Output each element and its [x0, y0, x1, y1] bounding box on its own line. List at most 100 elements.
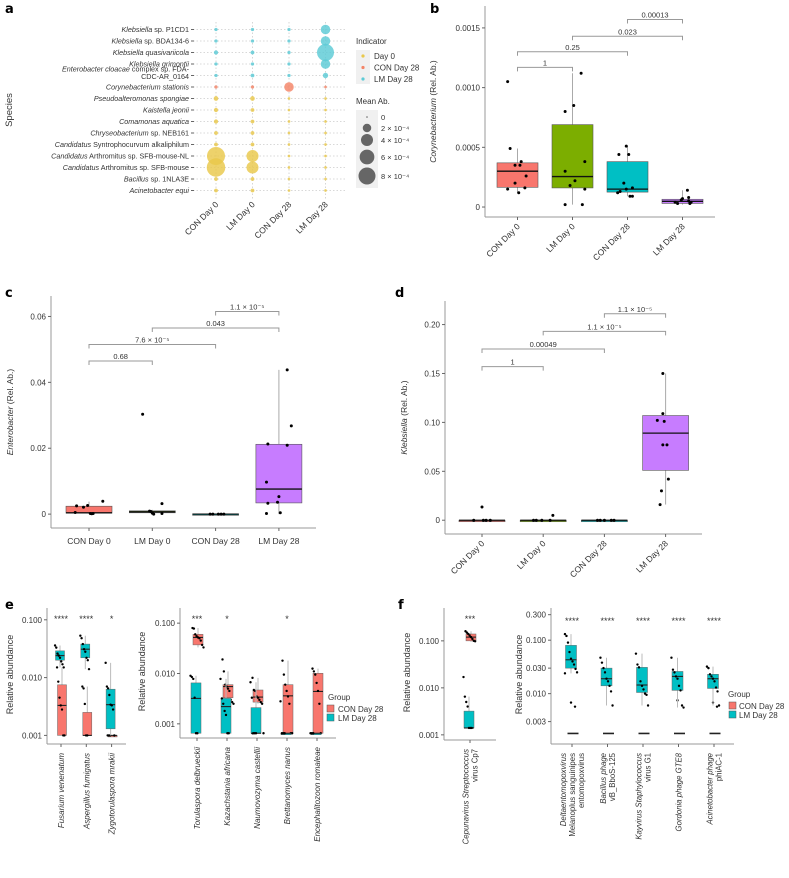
data-point [602, 666, 605, 670]
p-value-label: 7.6 × 10⁻⁵ [135, 335, 169, 344]
data-point [627, 152, 631, 156]
legend-size-label: 0 [381, 113, 385, 122]
legend-item: CON Day 28 [739, 702, 785, 711]
y-tick-label: 0.100 [155, 619, 176, 628]
legend-dot [361, 65, 365, 70]
data-point [540, 518, 544, 522]
y-tick-label: 0.04 [30, 378, 46, 387]
bubble [206, 158, 226, 177]
p-value-label: 0.25 [565, 43, 580, 52]
bubble [214, 85, 218, 89]
data-point [630, 186, 634, 190]
bubble [250, 131, 255, 135]
x-tick-label: LM Day 0 [224, 199, 257, 232]
data-point [563, 632, 567, 636]
data-point [58, 696, 61, 699]
bubble [287, 97, 291, 100]
bubble [214, 39, 218, 43]
data-point [232, 702, 235, 706]
data-point [622, 181, 626, 185]
y-tick-label: 0.05 [424, 467, 440, 476]
box [600, 667, 613, 687]
x-tick-label: LM Day 28 [651, 221, 687, 257]
box [250, 707, 262, 734]
data-point [86, 734, 89, 737]
bubble [324, 85, 327, 89]
bubble [287, 39, 291, 43]
x-tick-label: Melanoplus sanguinipes [568, 753, 577, 837]
legend-title: Mean Ab. [356, 97, 390, 106]
bubble [214, 142, 218, 147]
panel-label-a: a [5, 2, 14, 17]
data-point [523, 186, 527, 190]
bubble [214, 188, 218, 193]
panel-a: Klebsiella sp. P1CD1 Klebsiella sp. BDA13… [4, 22, 420, 240]
data-point [617, 152, 621, 156]
data-point [216, 512, 220, 516]
bubble [214, 73, 218, 78]
data-point [219, 677, 222, 681]
data-point [87, 667, 91, 671]
data-point [194, 633, 197, 636]
legend-size-circle [359, 149, 375, 165]
data-point [637, 666, 641, 669]
bubble [287, 73, 291, 78]
significance-bracket [572, 35, 683, 41]
x-tick-label: Zygotorulaspora mrakii [108, 753, 117, 836]
panel-label-c: c [5, 286, 13, 301]
y-tick-label: 0 [42, 510, 47, 519]
data-point [259, 700, 262, 704]
data-point [56, 652, 59, 655]
data-point [224, 713, 228, 717]
data-point [286, 695, 290, 698]
data-point [609, 518, 613, 522]
data-point [211, 512, 215, 516]
data-point [113, 734, 116, 737]
significance-bracket [627, 19, 683, 24]
data-point [104, 661, 107, 665]
data-point [85, 656, 88, 660]
data-point [311, 667, 314, 670]
data-point [55, 646, 58, 649]
bubble [214, 62, 218, 66]
y-tick-label: 0.100 [419, 637, 440, 646]
bubble [324, 154, 327, 158]
significance-stars: * [110, 614, 114, 624]
data-point [222, 702, 225, 706]
box [707, 674, 719, 689]
data-point [568, 184, 572, 188]
legend-item: LM Day 28 [739, 711, 778, 720]
y-tick-label: 0.0010 [456, 84, 481, 93]
x-tick-label: Cepunavirus Streptococcus [462, 749, 471, 844]
data-point [628, 194, 632, 198]
species-label: Chryseobacterium sp. NEB161 [90, 129, 189, 138]
x-tick-label: Bacillus phage [599, 752, 608, 803]
bubble [287, 131, 291, 135]
data-point [571, 660, 574, 663]
bubble [250, 73, 255, 78]
data-point [563, 169, 567, 173]
x-tick-label: Naumovozyma castellii [253, 747, 262, 829]
data-point [708, 673, 712, 676]
data-point [565, 634, 568, 638]
legend-item: LM Day 28 [338, 714, 377, 723]
data-point [534, 518, 538, 522]
data-point [583, 160, 587, 164]
bubble [213, 96, 219, 101]
data-point [318, 702, 321, 706]
data-point [636, 663, 639, 666]
box [190, 682, 202, 734]
p-value-label: 1.1 × 10⁻⁵ [587, 322, 621, 331]
data-point [624, 187, 628, 191]
data-point [80, 637, 83, 640]
bubble [250, 142, 255, 147]
data-point [616, 191, 620, 195]
data-point [222, 670, 226, 673]
x-tick-label: LM Day 0 [544, 221, 577, 254]
x-tick-label: LM Day 28 [634, 538, 670, 574]
box [82, 712, 93, 736]
data-point [655, 418, 659, 422]
data-point [488, 518, 492, 522]
data-point [602, 518, 606, 522]
